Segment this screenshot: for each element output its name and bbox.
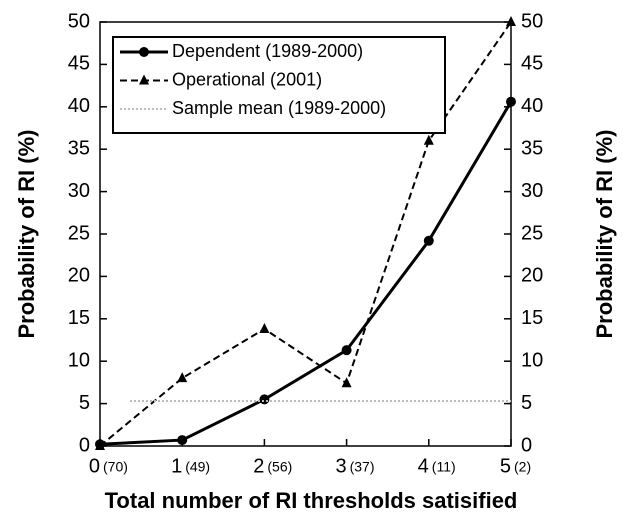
sample-size-label: (2) (514, 459, 531, 475)
y2-tick-label: 40 (521, 95, 543, 117)
sample-size-label: (49) (185, 459, 210, 475)
y2-axis-title: Probability of RI (%) (592, 130, 617, 339)
y2-tick-label: 20 (521, 265, 543, 287)
x-axis-title: Total number of RI thresholds satisified (105, 488, 518, 513)
point (177, 435, 188, 446)
point (506, 96, 516, 107)
y2-tick-label: 15 (521, 307, 543, 329)
y2-tick-label: 0 (521, 434, 532, 456)
sample-size-label: (56) (267, 459, 292, 475)
y2-tick-label: 35 (521, 137, 543, 159)
sample-size-label: (70) (103, 459, 128, 475)
y2-tick-label: 10 (521, 349, 543, 371)
point (341, 377, 352, 388)
y-tick-label: 35 (68, 137, 90, 159)
sample-size-label: (37) (350, 459, 375, 475)
y2-tick-label: 5 (521, 392, 532, 414)
x-tick-label: 1 (171, 455, 182, 477)
x-tick-label: 5 (500, 455, 511, 477)
point (506, 16, 516, 26)
y-axis-title: Probability of RI (%) (14, 130, 39, 339)
y-tick-label: 10 (68, 349, 90, 371)
legend-marker (139, 47, 149, 57)
y2-tick-label: 30 (521, 180, 543, 202)
point (341, 345, 352, 356)
point (259, 394, 270, 405)
series-line (99, 21, 512, 447)
x-tick-label: 2 (253, 455, 264, 477)
sample-size-label: (11) (432, 459, 456, 475)
x-tick-label: 4 (418, 455, 429, 477)
y-tick-label: 5 (79, 392, 90, 414)
point (423, 235, 434, 246)
y-tick-label: 50 (68, 10, 90, 32)
legend-label: Sample mean (1989-2000) (172, 98, 386, 118)
y-tick-label: 15 (68, 307, 90, 329)
x-tick-label: 3 (335, 455, 346, 477)
point (177, 372, 188, 383)
legend-marker (139, 74, 149, 85)
y-tick-label: 0 (79, 434, 90, 456)
y2-tick-label: 50 (521, 10, 543, 32)
legend-box (112, 36, 446, 134)
point (259, 322, 270, 333)
y-tick-label: 45 (68, 53, 90, 75)
y2-tick-label: 25 (521, 222, 543, 244)
y-tick-label: 25 (68, 222, 90, 244)
series-line (99, 100, 513, 446)
y-tick-label: 30 (68, 180, 90, 202)
y-tick-label: 20 (68, 265, 90, 287)
y-tick-label: 40 (68, 95, 90, 117)
y2-tick-label: 45 (521, 53, 543, 75)
x-tick-label: 0 (89, 455, 100, 477)
legend-label: Dependent (1989-2000) (172, 41, 363, 61)
legend-label: Operational (2001) (172, 69, 322, 89)
point (95, 440, 105, 450)
point (423, 134, 434, 145)
